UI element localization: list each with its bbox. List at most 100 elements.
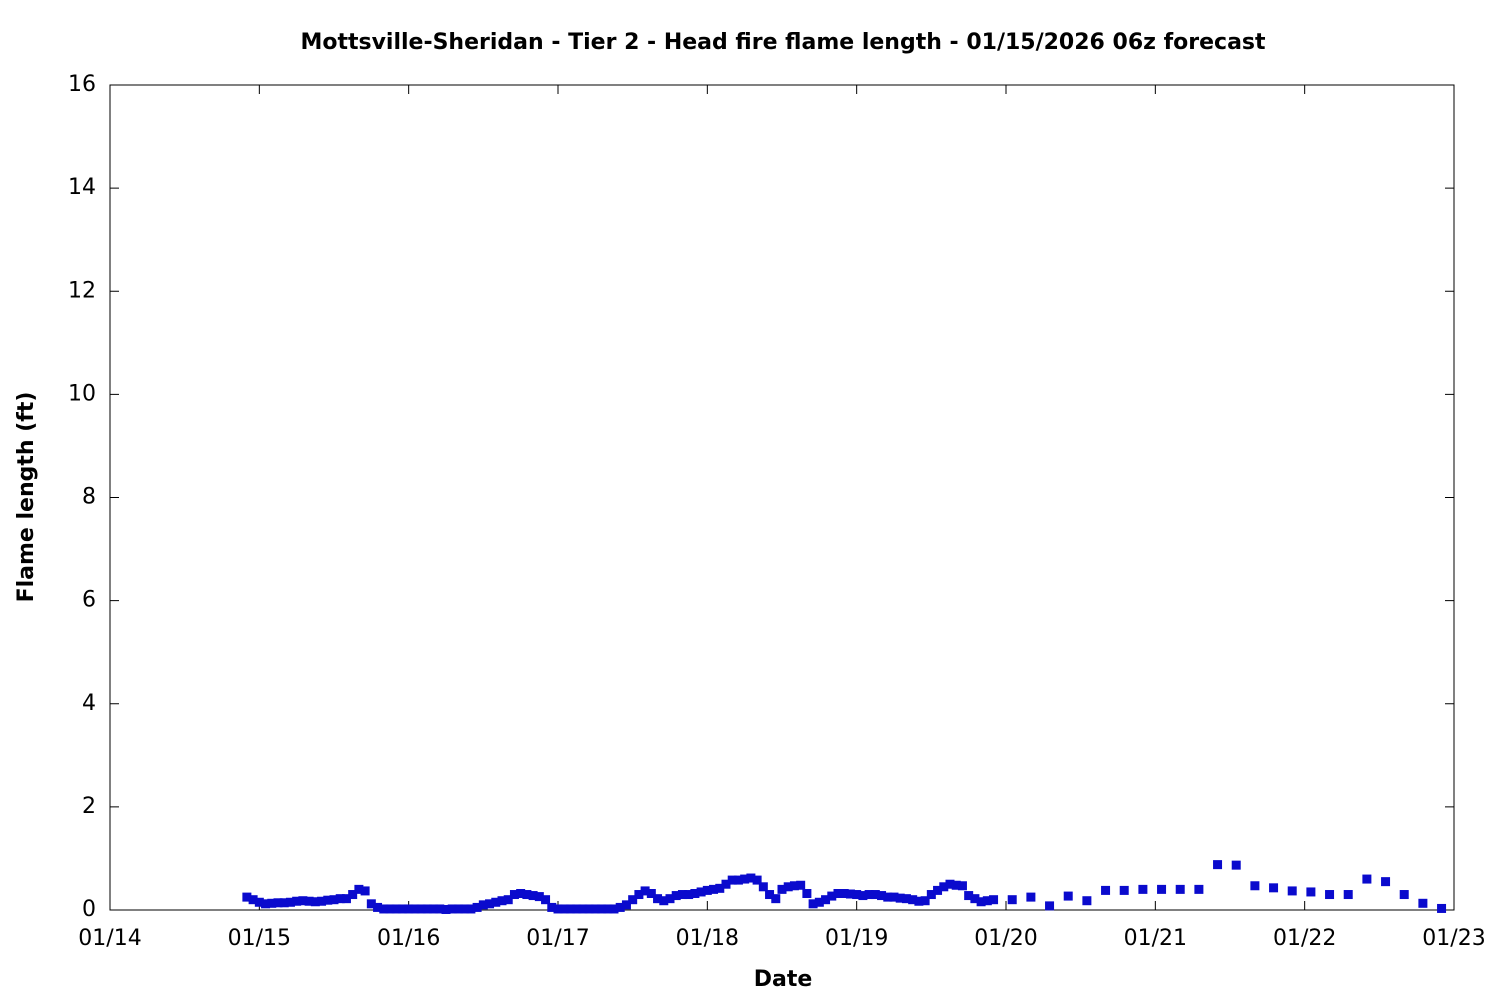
data-point <box>1325 890 1335 900</box>
data-point <box>1026 892 1036 902</box>
data-point <box>373 902 383 912</box>
data-point <box>752 875 762 885</box>
data-point <box>1119 885 1129 895</box>
data-point <box>982 896 992 906</box>
data-point <box>964 891 974 901</box>
data-point <box>248 895 258 905</box>
x-tick-label: 01/18 <box>676 926 739 951</box>
data-point <box>447 904 457 914</box>
data-point <box>671 891 681 901</box>
data-point <box>771 894 781 904</box>
data-point <box>429 904 439 914</box>
data-point <box>895 893 905 903</box>
data-point <box>584 904 594 914</box>
x-tick-label: 01/23 <box>1422 926 1485 951</box>
data-point <box>901 894 911 904</box>
data-point <box>1138 884 1148 894</box>
data-point <box>970 894 980 904</box>
data-point <box>1194 884 1204 894</box>
data-point <box>653 894 663 904</box>
x-tick-label: 01/14 <box>78 926 141 951</box>
data-point <box>254 897 264 907</box>
data-point <box>572 904 582 914</box>
data-point <box>385 904 395 914</box>
data-point <box>292 896 302 906</box>
data-point <box>528 891 538 901</box>
data-point <box>609 904 619 914</box>
y-tick-label: 16 <box>68 72 96 97</box>
data-point <box>391 904 401 914</box>
y-tick-label: 4 <box>82 691 96 716</box>
data-point <box>578 904 588 914</box>
data-point <box>559 904 569 914</box>
data-point <box>677 890 687 900</box>
data-point <box>858 891 868 901</box>
data-point <box>789 881 799 891</box>
data-point <box>920 896 930 906</box>
data-point <box>472 902 482 912</box>
data-point <box>348 890 358 900</box>
data-point <box>814 897 824 907</box>
y-tick-label: 14 <box>68 175 96 200</box>
data-point <box>933 885 943 895</box>
data-point <box>796 880 806 890</box>
data-point <box>366 899 376 909</box>
data-point <box>304 896 314 906</box>
data-point <box>541 895 551 905</box>
data-point <box>802 889 812 898</box>
data-point <box>883 892 893 902</box>
data-point <box>765 890 775 900</box>
data-point <box>453 904 463 914</box>
data-point <box>565 904 575 914</box>
data-point <box>702 885 712 895</box>
data-point <box>733 875 743 885</box>
data-point <box>509 890 519 900</box>
data-point <box>597 904 607 914</box>
data-point <box>659 896 669 906</box>
data-point <box>547 902 557 912</box>
data-point <box>989 895 999 905</box>
data-point <box>777 884 787 894</box>
data-point <box>335 894 345 904</box>
data-point <box>460 904 470 914</box>
data-point <box>298 896 308 906</box>
data-point <box>491 897 501 907</box>
data-point <box>242 892 252 902</box>
data-point <box>1007 895 1017 905</box>
data-point <box>1381 877 1391 887</box>
data-point <box>628 895 638 905</box>
y-tick-label: 10 <box>68 381 96 406</box>
y-axis-label: Flame length (ft) <box>14 392 39 603</box>
data-point <box>553 904 563 914</box>
data-point <box>354 884 364 894</box>
data-point <box>889 892 899 902</box>
y-tick-label: 8 <box>82 485 96 510</box>
data-point <box>839 889 849 898</box>
data-point <box>976 897 986 907</box>
data-point <box>957 881 967 891</box>
x-tick-label: 01/17 <box>526 926 589 951</box>
data-point <box>721 879 731 889</box>
plot-frame <box>109 84 1455 911</box>
data-point <box>317 896 327 906</box>
data-point <box>422 904 432 914</box>
data-point <box>945 879 955 889</box>
y-tick-label: 0 <box>82 897 96 922</box>
data-point <box>1269 883 1279 893</box>
data-point <box>727 875 737 885</box>
data-point <box>845 889 855 899</box>
data-point <box>261 899 271 909</box>
data-point <box>341 894 351 904</box>
data-point <box>914 896 924 906</box>
data-point <box>603 904 613 914</box>
data-point <box>665 894 675 904</box>
data-point <box>758 882 768 892</box>
data-point <box>709 884 719 894</box>
data-point <box>939 882 949 892</box>
data-point <box>329 895 339 905</box>
data-point <box>1362 874 1372 884</box>
data-point <box>285 897 295 907</box>
data-point <box>821 895 831 905</box>
data-point <box>323 895 333 905</box>
data-point <box>1157 884 1167 894</box>
